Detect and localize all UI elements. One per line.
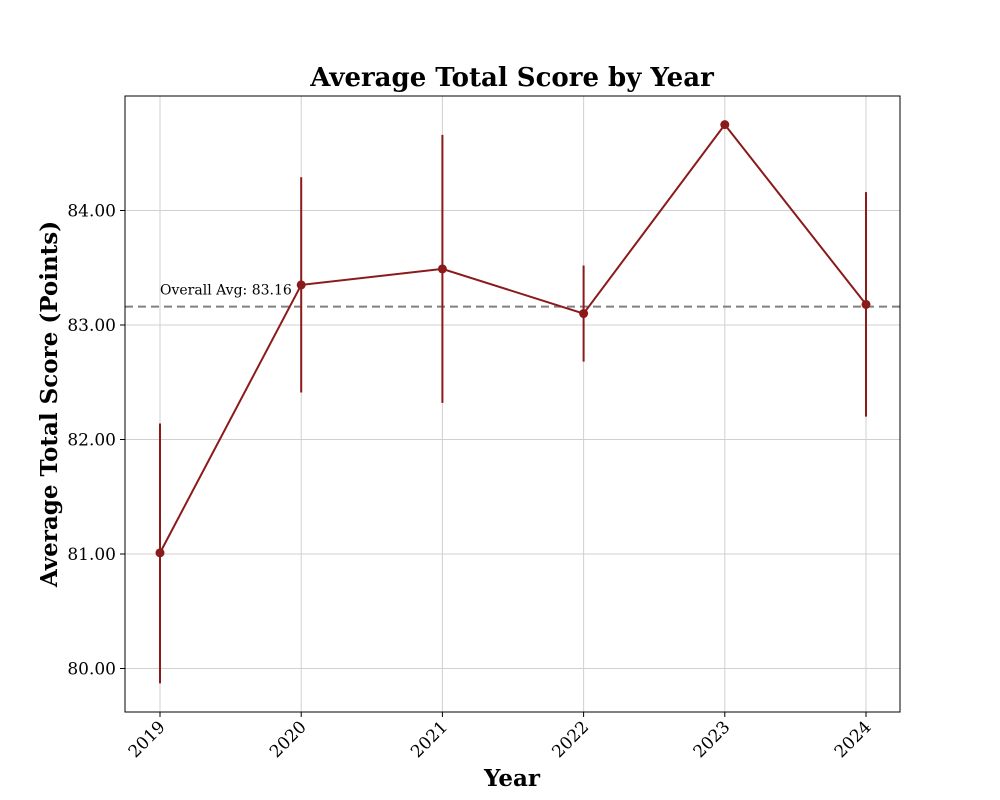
reference-line-layer: Overall Avg: 83.16: [125, 283, 900, 308]
x-tick-label: 2022: [548, 717, 593, 762]
y-tick-label: 80.00: [67, 659, 116, 679]
grid-layer: [125, 96, 900, 712]
data-point: [296, 280, 306, 290]
series-line: [159, 122, 867, 554]
y-axis-label: Average Total Score (Points): [36, 221, 63, 588]
y-tick-label: 83.00: [67, 316, 116, 336]
x-axis-label: Year: [483, 765, 541, 792]
data-point: [720, 120, 730, 130]
x-tick-label: 2021: [407, 717, 452, 762]
x-tick-label: 2024: [831, 717, 876, 762]
overall-average-label: Overall Avg: 83.16: [160, 283, 292, 299]
x-tick-label: 2023: [690, 717, 735, 762]
plot-frame: [124, 95, 901, 713]
data-point: [437, 264, 447, 274]
data-point: [579, 309, 589, 319]
series-layer: [155, 120, 871, 684]
y-tick-label: 81.00: [67, 545, 116, 565]
x-tick-label: 2020: [266, 717, 311, 762]
y-tick-label: 82.00: [67, 430, 116, 450]
data-point: [155, 548, 165, 558]
chart-title: Average Total Score by Year: [309, 63, 714, 93]
data-point: [861, 299, 871, 309]
x-tick-label: 2019: [125, 717, 170, 762]
y-tick-label: 84.00: [67, 201, 116, 221]
